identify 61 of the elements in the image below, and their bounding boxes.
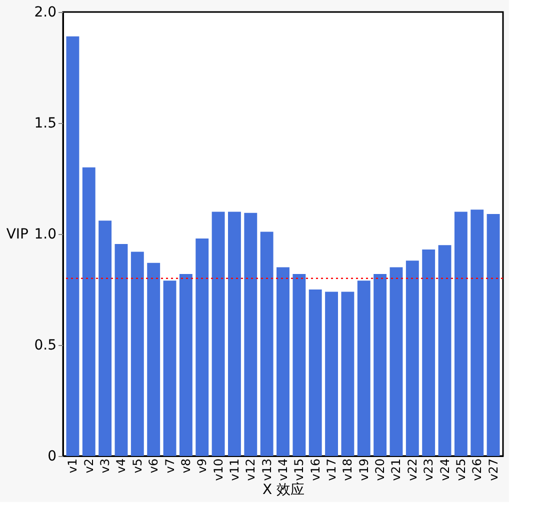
bar xyxy=(276,267,290,456)
bar xyxy=(244,212,258,456)
y-tick-label: 2.0 xyxy=(34,4,56,20)
x-tick-label: v8 xyxy=(178,458,193,474)
x-tick-label: v26 xyxy=(470,458,484,481)
bar xyxy=(438,245,452,456)
bar xyxy=(470,210,484,456)
x-tick-label: v19 xyxy=(356,458,371,481)
x-tick-label: v1 xyxy=(66,458,80,474)
bar xyxy=(196,238,209,456)
x-tick-label: v24 xyxy=(438,458,452,481)
x-tick-label: v2 xyxy=(82,458,96,474)
bar xyxy=(390,267,403,456)
y-axis-title: VIP xyxy=(6,226,28,242)
x-tick-label: v9 xyxy=(195,458,210,474)
x-tick-label: v25 xyxy=(454,458,468,481)
y-tick-label: 0 xyxy=(48,448,56,464)
x-tick-label: v7 xyxy=(162,458,177,474)
x-tick-label: v20 xyxy=(373,458,388,481)
x-tick-label: v18 xyxy=(340,458,355,481)
x-tick-label: v17 xyxy=(324,458,339,481)
x-tick-label: v10 xyxy=(211,458,226,481)
bar xyxy=(179,274,192,456)
x-tick-label: v4 xyxy=(114,458,128,474)
y-tick-label: 1.5 xyxy=(34,116,56,132)
bar xyxy=(260,232,274,456)
x-tick-label: v12 xyxy=(244,458,258,481)
y-tick-label: 1.0 xyxy=(34,226,56,242)
bar xyxy=(163,280,176,456)
bar xyxy=(82,167,96,456)
bar xyxy=(98,220,112,456)
x-tick-label: v6 xyxy=(146,458,161,474)
x-tick-label: v15 xyxy=(292,458,306,481)
x-tick-label: v3 xyxy=(98,458,112,474)
bar xyxy=(292,274,306,456)
bar xyxy=(66,36,80,456)
bar xyxy=(130,252,144,456)
x-tick-label: v11 xyxy=(227,458,242,481)
bar xyxy=(114,244,128,456)
bar xyxy=(147,262,160,456)
x-axis-title: X 效应 xyxy=(262,482,305,498)
bar xyxy=(308,290,322,456)
bar xyxy=(406,260,419,456)
bar xyxy=(357,280,370,456)
bar xyxy=(341,292,354,456)
bar xyxy=(454,212,468,456)
x-tick-label: v16 xyxy=(308,458,322,481)
x-tick-label: v5 xyxy=(130,458,144,474)
x-tick-label: v14 xyxy=(276,458,290,481)
bar xyxy=(374,274,387,456)
y-tick-label: 0.5 xyxy=(34,338,56,354)
x-tick-label: v21 xyxy=(389,458,404,481)
x-tick-label: v22 xyxy=(405,458,420,481)
bar xyxy=(325,292,338,456)
bar xyxy=(228,212,241,456)
bar xyxy=(486,214,500,456)
bar xyxy=(212,212,225,456)
x-tick-label: v27 xyxy=(486,458,500,481)
x-tick-label: v13 xyxy=(260,458,274,481)
x-tick-label: v23 xyxy=(422,458,436,481)
bar xyxy=(422,250,436,456)
